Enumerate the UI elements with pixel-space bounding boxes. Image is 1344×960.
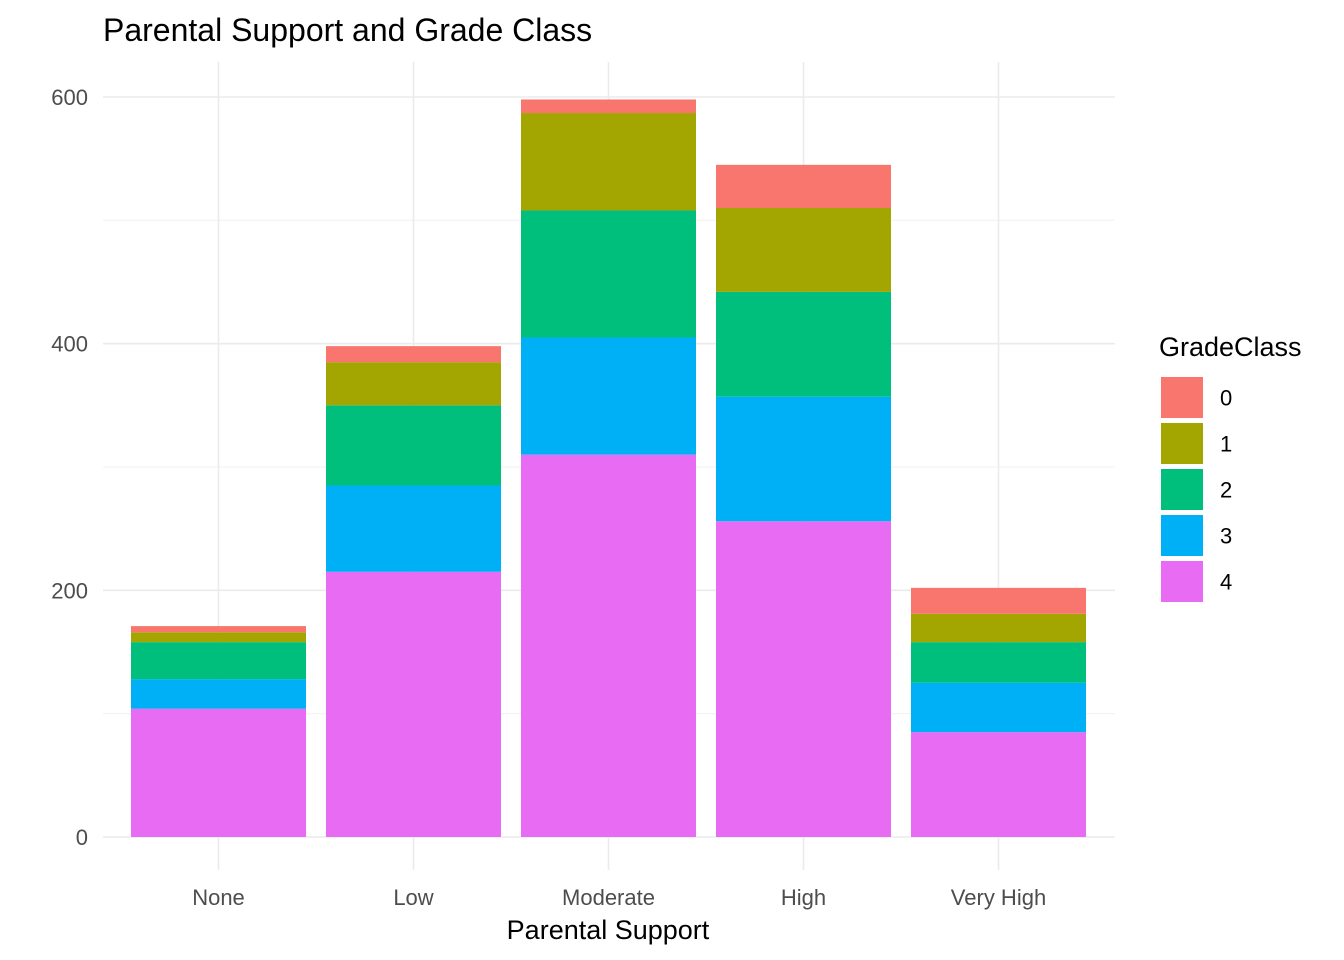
- bar-segment-very-high-class-3: [911, 682, 1086, 733]
- legend-label-1: 1: [1220, 432, 1232, 457]
- y-tick-label: 600: [51, 85, 88, 110]
- y-tick-label: 400: [51, 332, 88, 357]
- legend: GradeClass 0 1 2 3 4: [1159, 332, 1302, 602]
- bar-segment-none-class-0: [131, 626, 306, 633]
- x-axis-title: Parental Support: [507, 915, 710, 945]
- bar-segment-low-class-4: [326, 571, 501, 837]
- legend-label-3: 3: [1220, 524, 1232, 549]
- legend-label-0: 0: [1220, 386, 1232, 411]
- bar-segment-moderate-class-2: [521, 210, 696, 338]
- bar-segment-very-high-class-4: [911, 732, 1086, 837]
- legend-key-2: [1161, 469, 1203, 510]
- bar-segment-high-class-3: [716, 396, 891, 522]
- bar-segment-low-class-2: [326, 405, 501, 486]
- bar-segment-high-class-4: [716, 521, 891, 837]
- legend-title: GradeClass: [1159, 332, 1302, 362]
- x-axis: None Low Moderate High Very High: [192, 885, 1046, 910]
- x-tick-label: Very High: [951, 885, 1046, 910]
- bar-segment-none-class-4: [131, 708, 306, 837]
- bar-segment-high-class-2: [716, 291, 891, 397]
- bar-segment-moderate-class-3: [521, 337, 696, 455]
- bar-segment-low-class-3: [326, 485, 501, 572]
- chart-title: Parental Support and Grade Class: [103, 12, 592, 48]
- y-tick-label: 0: [76, 825, 88, 850]
- bar-segment-very-high-class-0: [911, 587, 1086, 614]
- bar-segment-moderate-class-4: [521, 454, 696, 837]
- y-axis: 0 200 400 600: [51, 85, 88, 850]
- legend-key-0: [1161, 377, 1203, 418]
- bar-segment-low-class-1: [326, 362, 501, 406]
- bar-segment-very-high-class-1: [911, 613, 1086, 643]
- bar-segment-none-class-1: [131, 632, 306, 643]
- x-tick-label: Low: [393, 885, 433, 910]
- legend-label-2: 2: [1220, 478, 1232, 503]
- bar-segment-moderate-class-0: [521, 99, 696, 114]
- legend-label-4: 4: [1220, 570, 1232, 595]
- bar-segment-high-class-0: [716, 164, 891, 208]
- x-tick-label: High: [781, 885, 826, 910]
- bar-segment-none-class-2: [131, 642, 306, 680]
- bar-segment-high-class-1: [716, 208, 891, 292]
- legend-key-4: [1161, 561, 1203, 602]
- bars: [131, 99, 1086, 837]
- bar-segment-none-class-3: [131, 679, 306, 709]
- bar-segment-moderate-class-1: [521, 113, 696, 211]
- legend-key-3: [1161, 515, 1203, 556]
- legend-key-1: [1161, 423, 1203, 464]
- y-tick-label: 200: [51, 578, 88, 603]
- x-tick-label: Moderate: [562, 885, 655, 910]
- x-tick-label: None: [192, 885, 245, 910]
- bar-segment-low-class-0: [326, 346, 501, 363]
- bar-segment-very-high-class-2: [911, 642, 1086, 683]
